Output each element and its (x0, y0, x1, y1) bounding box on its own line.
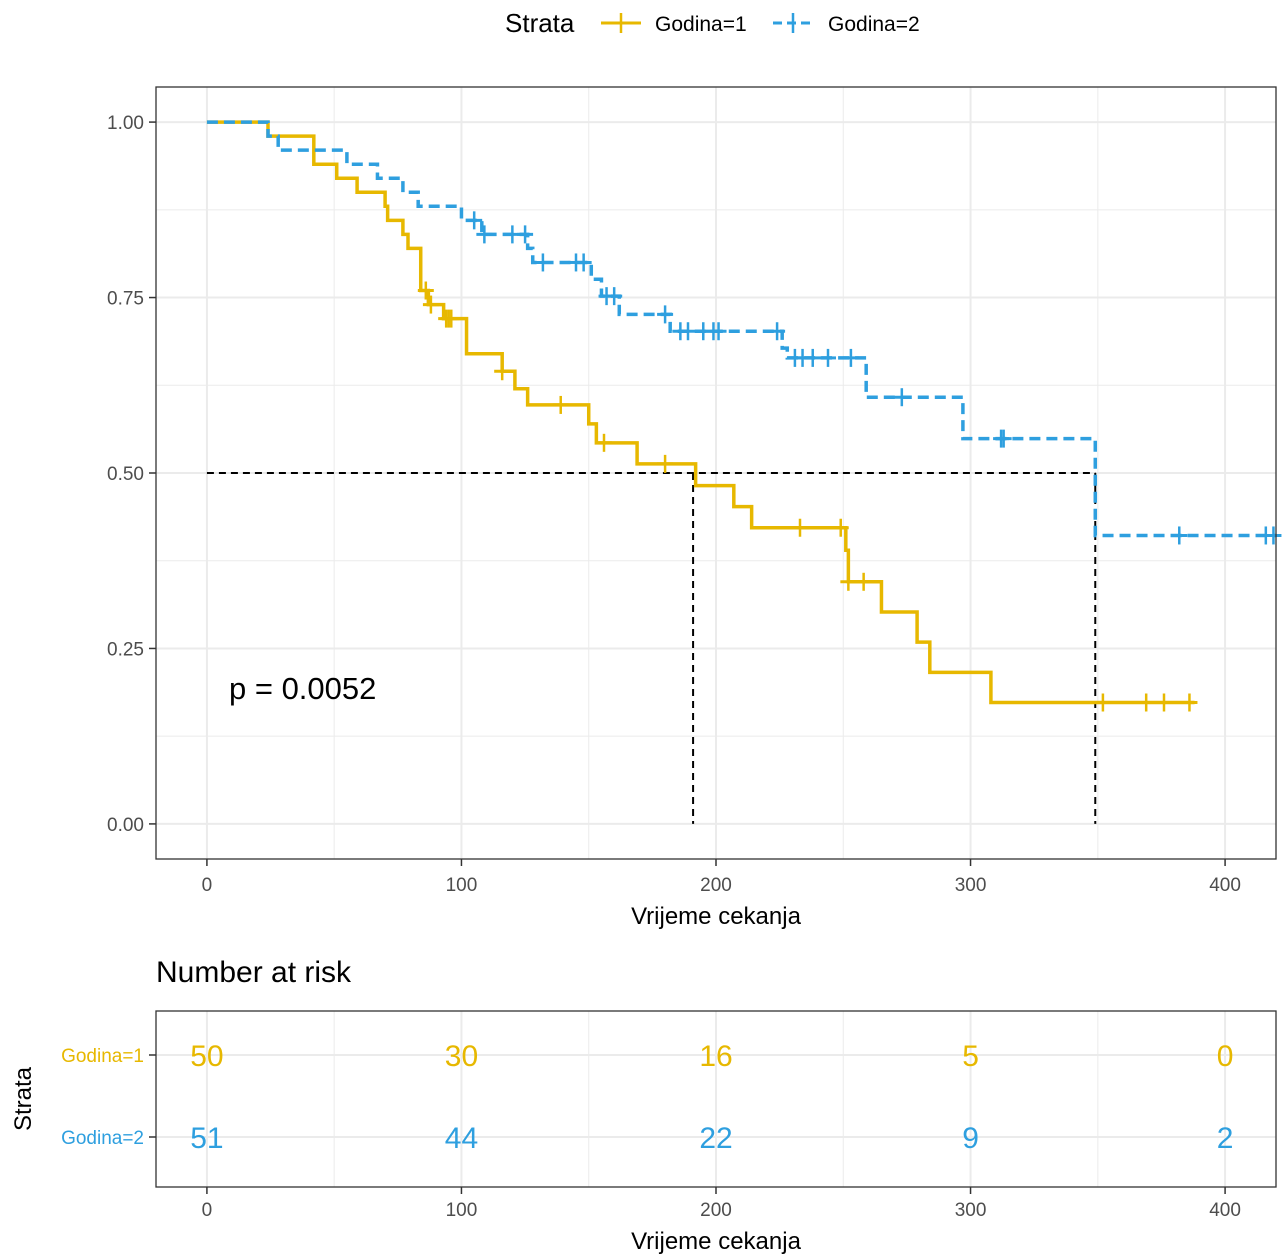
y-tick-label: 0.00 (107, 815, 144, 836)
legend: Strata Godina=1 Godina=2 (505, 8, 920, 38)
rt-x-tick-label: 0 (202, 1200, 213, 1221)
censor-mark (710, 322, 727, 341)
rt-x-tick-label: 300 (955, 1200, 987, 1221)
legend-label-godina1: Godina=1 (655, 13, 747, 36)
risk-count: 22 (699, 1122, 732, 1155)
rt-x-tick-label: 100 (446, 1200, 478, 1221)
rt-row-label: Godina=2 (61, 1128, 144, 1149)
risk-table-panel: Number at risk 50 30 16 5 051 44 22 9 2 Godina=1… (10, 956, 1277, 1255)
median-lines (206, 472, 1097, 824)
censor-mark (517, 225, 534, 244)
y-tick-label: 0.75 (107, 289, 144, 310)
censor-mark (1094, 693, 1111, 712)
survival-curve-1 (206, 120, 1195, 705)
x-tick-label: 200 (700, 875, 732, 896)
risk-table-x-axis: 0 100 200 300 400 (202, 1187, 1241, 1221)
risk-count: 44 (445, 1122, 478, 1155)
x-tick-label: 300 (955, 875, 987, 896)
censor-mark (1265, 526, 1282, 545)
risk-table-title: Number at risk (156, 956, 352, 989)
legend-key-godina2 (773, 13, 813, 33)
risk-count: 51 (190, 1122, 223, 1155)
censor-mark (769, 322, 786, 341)
censor-mark (417, 281, 434, 300)
risk-table-y-axis-title: Strata (10, 1066, 37, 1131)
censor-mark (534, 253, 551, 272)
censor-mark (657, 454, 674, 473)
x-tick-label: 0 (202, 875, 213, 896)
censor-marks (417, 211, 1282, 712)
risk-count: 2 (1217, 1122, 1234, 1155)
censor-mark (832, 518, 849, 537)
censor-mark (476, 225, 493, 244)
risk-count: 50 (190, 1040, 223, 1073)
censor-mark (792, 518, 808, 537)
rt-row-label: Godina=1 (61, 1046, 144, 1067)
censor-mark (606, 287, 623, 306)
censor-mark (657, 305, 674, 324)
survival-curves (206, 120, 1276, 705)
km-y-axis: 0.00 0.25 0.50 0.75 1.00 (107, 113, 156, 836)
x-tick-label: 400 (1209, 875, 1241, 896)
pvalue-annotation: p = 0.0052 (229, 671, 376, 706)
rt-x-tick-label: 200 (700, 1200, 732, 1221)
legend-key-godina1 (601, 13, 641, 33)
km-x-axis: 0 100 200 300 400 (202, 859, 1241, 896)
censor-mark (840, 572, 857, 591)
censor-mark (804, 348, 821, 367)
km-plot-panel: 0.00 0.25 0.50 0.75 1.00 0 100 200 300 400 p = 0… (107, 86, 1282, 930)
risk-table-gridlines (156, 1011, 1276, 1187)
censor-mark (422, 295, 439, 314)
censor-mark (855, 572, 872, 591)
censor-mark (995, 429, 1012, 448)
km-x-axis-title: Vrijeme cekanja (631, 903, 802, 930)
censor-mark (1156, 693, 1172, 712)
censor-mark (893, 388, 910, 407)
risk-count: 9 (962, 1122, 979, 1155)
y-tick-label: 0.50 (107, 464, 144, 485)
censor-mark (575, 253, 592, 272)
censor-mark (1138, 693, 1155, 712)
censor-mark (680, 322, 696, 341)
legend-label-godina2: Godina=2 (828, 13, 920, 36)
y-tick-label: 1.00 (107, 113, 144, 134)
risk-count: 5 (962, 1040, 979, 1073)
risk-table-x-axis-title: Vrijeme cekanja (631, 1228, 802, 1255)
risk-table-values: 50 30 16 5 051 44 22 9 2 (190, 1040, 1233, 1155)
risk-count: 16 (699, 1040, 732, 1073)
censor-mark (842, 348, 859, 367)
censor-mark (820, 348, 836, 367)
censor-mark (443, 309, 460, 328)
legend-title: Strata (505, 8, 575, 38)
risk-count: 0 (1217, 1040, 1234, 1073)
x-tick-label: 100 (446, 875, 478, 896)
censor-mark (466, 211, 483, 230)
rt-x-tick-label: 400 (1209, 1200, 1241, 1221)
censor-mark (596, 433, 612, 452)
censor-mark (552, 395, 569, 414)
censor-mark (1171, 526, 1188, 545)
risk-table-y-axis: Godina=1 Godina=2 (61, 1046, 156, 1149)
risk-count: 30 (445, 1040, 478, 1073)
censor-mark (494, 362, 511, 381)
y-tick-label: 0.25 (107, 639, 144, 660)
censor-mark (1181, 693, 1198, 712)
